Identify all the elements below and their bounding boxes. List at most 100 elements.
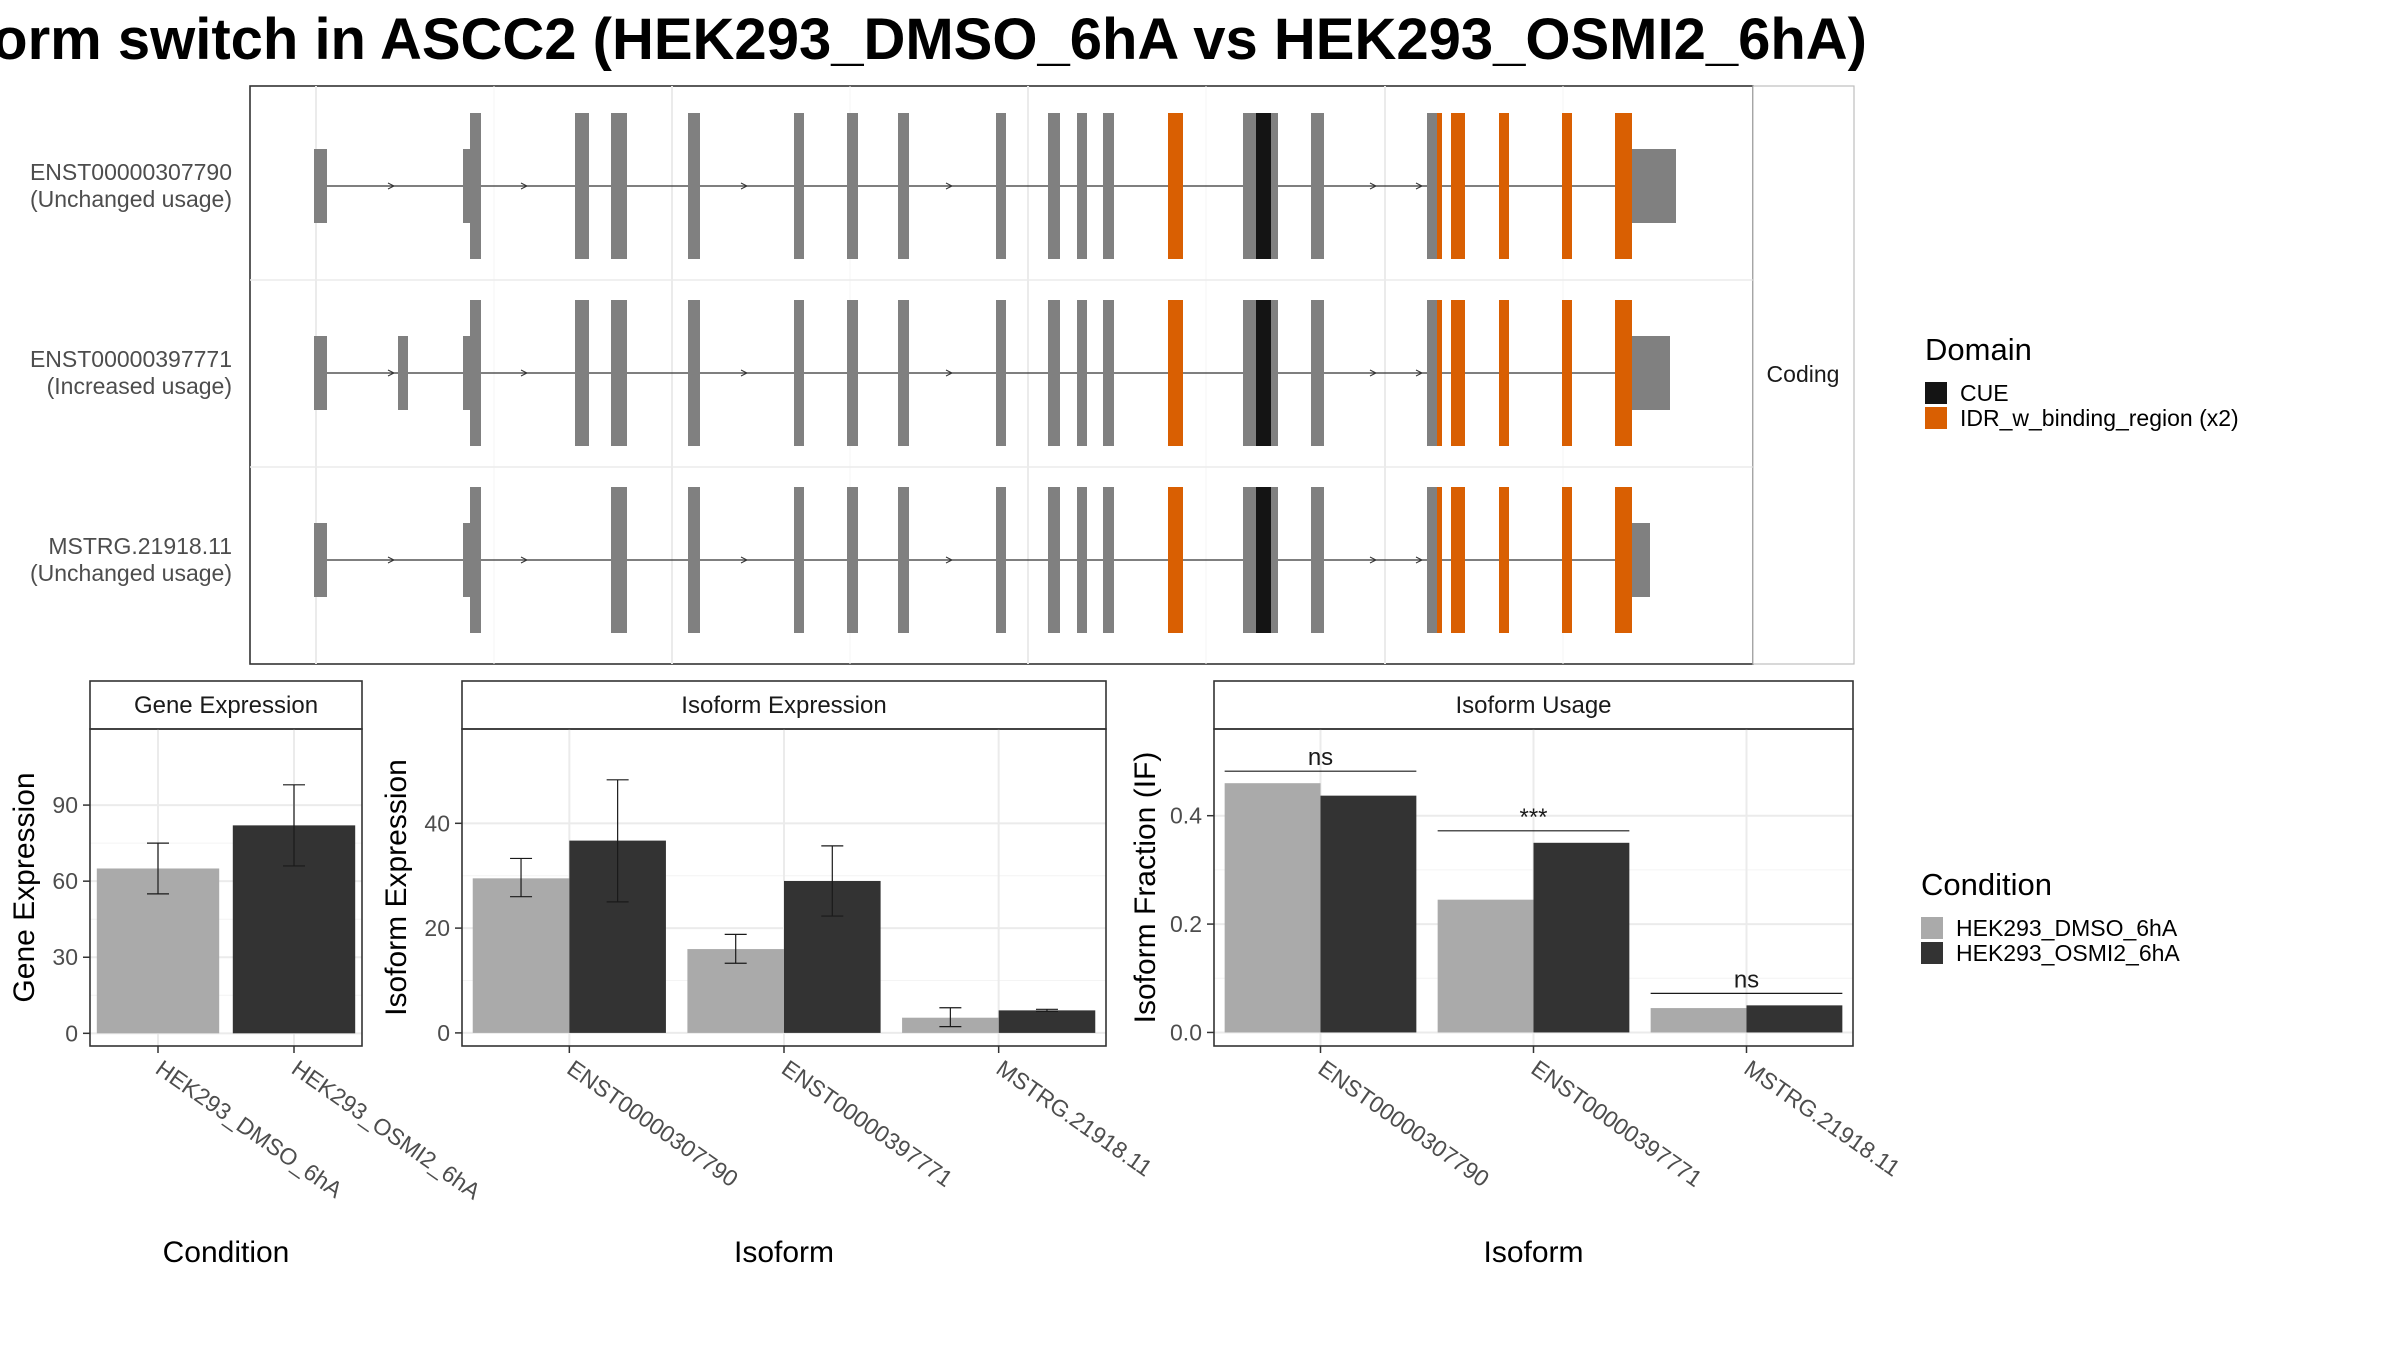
- coding-exon: [1103, 300, 1114, 446]
- idr-domain-exon: [1499, 300, 1509, 446]
- panel-strip: [1213, 680, 1854, 730]
- strand-arrow: [1415, 556, 1424, 564]
- y-tick-label: 30: [52, 944, 78, 970]
- bar: [1437, 899, 1534, 1033]
- strand-arrow: [1369, 182, 1378, 190]
- coding-exon: [470, 113, 481, 259]
- y-tick-label: 90: [52, 792, 78, 818]
- y-tick-label: 0.0: [1170, 1019, 1202, 1045]
- legend-swatch-idr: [1925, 407, 1947, 429]
- legend-label-idr: IDR_w_binding_region (x2): [1960, 405, 2239, 431]
- coding-exon: [1048, 113, 1060, 259]
- utr-exon: [398, 336, 408, 410]
- coding-exon: [688, 113, 700, 259]
- bar: [96, 868, 220, 1034]
- strand-arrow: [740, 556, 749, 564]
- coding-strip: [1752, 85, 1855, 665]
- coding-exon: [996, 487, 1006, 633]
- x-tick-label: ENST00000307790: [562, 1055, 742, 1192]
- coding-exon: [996, 300, 1006, 446]
- coding-exon: [794, 487, 804, 633]
- y-axis-title: Gene Expression: [8, 772, 41, 1002]
- coding-exon: [1048, 487, 1060, 633]
- bar: [472, 878, 570, 1033]
- utr-exon: [314, 523, 327, 597]
- idr-domain-exon: [1615, 113, 1632, 259]
- coding-exon: [1077, 113, 1087, 259]
- idr-domain-exon: [1562, 300, 1572, 446]
- idr-domain-exon: [1562, 487, 1572, 633]
- strand-arrow: [740, 369, 749, 377]
- strand-arrow: [1369, 369, 1378, 377]
- idr-domain-exon: [1615, 300, 1632, 446]
- chart-title-text: Isoform switch in ASCC2 (HEK293_DMSO_6hA…: [0, 7, 1867, 72]
- coding-exon: [794, 113, 804, 259]
- y-tick-label: 0: [65, 1020, 78, 1046]
- transcript-label-id: ENST00000397771: [30, 346, 232, 372]
- idr-domain-exon: [1562, 113, 1572, 259]
- utr-exon: [463, 336, 471, 410]
- legend-swatch-dmso: [1921, 917, 1943, 939]
- utr-exon: [463, 523, 471, 597]
- gene-expression-panel: Gene Expression0306090HEK293_DMSO_6hAHEK…: [8, 680, 486, 1269]
- cue-domain-exon: [1256, 300, 1271, 446]
- coding-exon: [1243, 300, 1256, 446]
- coding-exon: [847, 300, 858, 446]
- strand-arrow: [520, 182, 529, 190]
- idr-domain-exon: [1168, 300, 1183, 446]
- coding-exon: [1311, 300, 1324, 446]
- coding-exon: [1103, 487, 1114, 633]
- y-tick-label: 20: [424, 915, 450, 941]
- significance-label: ns: [1308, 744, 1333, 771]
- coding-exon: [1271, 113, 1278, 259]
- panel-strip: [89, 680, 363, 730]
- x-tick-label: ENST00000397771: [777, 1055, 957, 1192]
- x-tick-label: MSTRG.21918.11: [992, 1055, 1157, 1182]
- coding-exon: [1427, 487, 1438, 633]
- idr-domain-exon: [1451, 113, 1465, 259]
- coding-exon: [1077, 487, 1087, 633]
- coding-exon: [898, 113, 909, 259]
- transcript-label-usage: (Unchanged usage): [30, 186, 232, 212]
- coding-exon: [611, 300, 627, 446]
- domain-legend-title: Domain: [1925, 332, 2032, 367]
- coding-exon: [847, 113, 858, 259]
- coding-exon: [1048, 300, 1060, 446]
- bar: [1650, 1008, 1747, 1033]
- coding-exon: [794, 300, 804, 446]
- idr-domain-exon: [1437, 300, 1442, 446]
- strand-arrow: [1415, 182, 1424, 190]
- isoform-expression-panel: Isoform Expression 0 20 40 ENST00000307790 EN…: [380, 680, 1157, 1269]
- panel-frame: [89, 728, 363, 1047]
- idr-domain-exon: [1437, 113, 1442, 259]
- utr-exon: [463, 149, 471, 223]
- y-tick-label: 0.2: [1170, 911, 1202, 937]
- coding-exon: [898, 487, 909, 633]
- strand-arrow: [945, 556, 954, 564]
- bar: [1746, 1005, 1843, 1033]
- coding-exon: [611, 113, 627, 259]
- coding-exon: [575, 300, 589, 446]
- bar: [998, 1010, 1096, 1033]
- transcript-label-id: ENST00000307790: [30, 159, 232, 185]
- idr-domain-exon: [1451, 487, 1465, 633]
- idr-domain-exon: [1615, 487, 1632, 633]
- transcript-label-usage: (Increased usage): [47, 373, 232, 399]
- coding-exon: [996, 113, 1006, 259]
- y-tick-label: 40: [424, 810, 450, 836]
- utr-exon: [1632, 523, 1650, 597]
- bar: [1533, 842, 1630, 1033]
- coding-exon: [1271, 487, 1278, 633]
- utr-exon: [1632, 336, 1670, 410]
- cue-domain-exon: [1256, 487, 1271, 633]
- significance-label: ***: [1519, 804, 1547, 831]
- strand-arrow: [945, 182, 954, 190]
- domain-legend: Domain CUE IDR_w_binding_region (x2): [1925, 332, 2239, 431]
- isoform-usage-panel: Isoform Usage ns *** ns 0.0 0.2 0.4 ENST0000030…: [1129, 680, 1905, 1269]
- strand-arrow: [387, 182, 396, 190]
- legend-label-cue: CUE: [1960, 380, 2009, 406]
- coding-exon: [1427, 113, 1438, 259]
- panel-title: Gene Expression: [134, 692, 318, 719]
- y-tick-label: 0: [437, 1020, 450, 1046]
